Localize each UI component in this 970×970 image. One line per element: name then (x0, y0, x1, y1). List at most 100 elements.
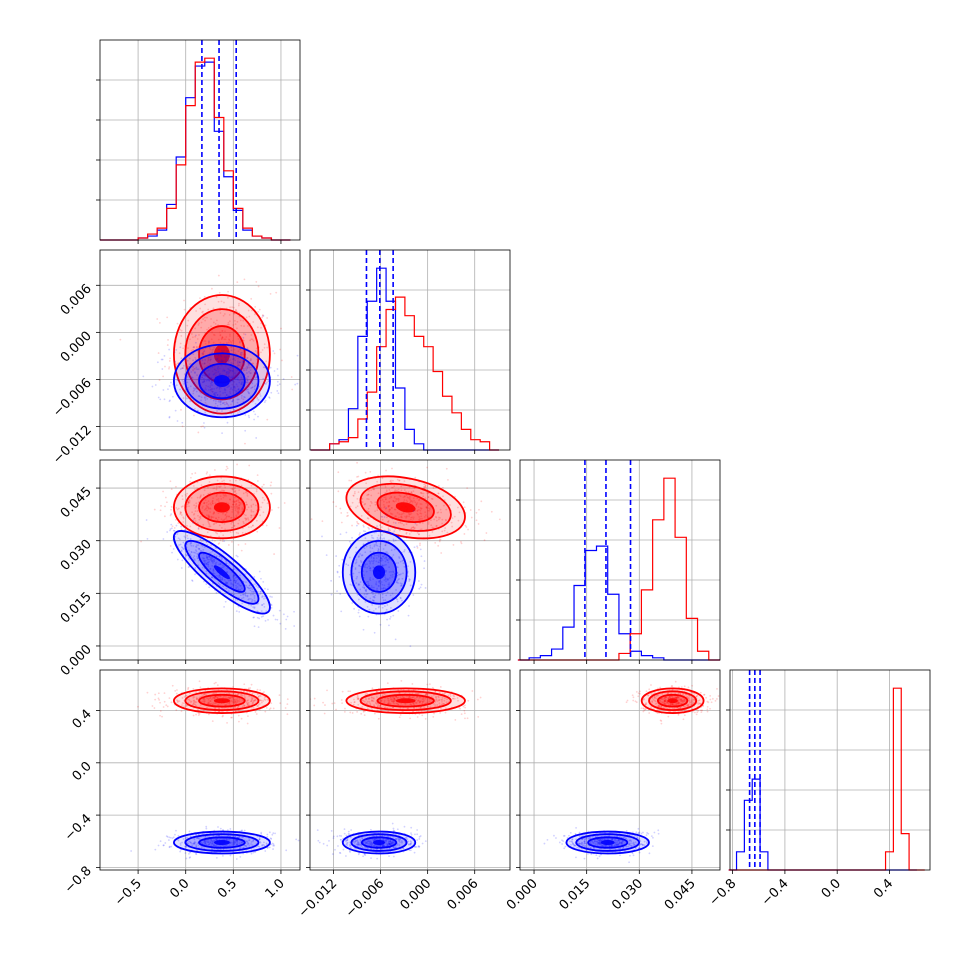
red-sample-point (222, 714, 224, 717)
red-sample-point (169, 545, 172, 547)
red-sample-point (192, 390, 195, 393)
blue-sample-point (252, 606, 255, 608)
red-sample-point (211, 502, 214, 505)
red-sample-point (237, 412, 239, 415)
blue-sample-point (370, 844, 373, 847)
red-sample-point (364, 502, 367, 505)
red-sample-point (390, 700, 393, 703)
red-sample-point (233, 699, 236, 702)
blue-sample-point (265, 610, 268, 613)
blue-sample-point (240, 376, 243, 379)
red-sample-point (159, 714, 161, 717)
red-sample-point (156, 318, 159, 320)
red-sample-point (229, 335, 231, 337)
red-sample-point (419, 542, 421, 545)
red-sample-point (242, 319, 245, 322)
red-sample-point (384, 544, 387, 547)
red-sample-point (206, 370, 208, 372)
blue-sample-point (364, 537, 367, 540)
blue-sample-point (412, 594, 415, 596)
blue-sample-point (385, 594, 388, 597)
red-sample-point (200, 539, 203, 542)
red-sample-point (206, 316, 208, 319)
red-sample-point (214, 681, 217, 684)
blue-sample-point (157, 844, 160, 847)
blue-sample-point (367, 582, 370, 585)
red-sample-point (233, 500, 236, 503)
red-sample-point (137, 705, 139, 708)
red-sample-point (192, 366, 195, 368)
red-sample-point (202, 698, 205, 700)
red-sample-point (413, 695, 415, 698)
blue-sample-point (251, 378, 254, 381)
red-sample-point (326, 689, 328, 692)
blue-sample-point (247, 414, 250, 417)
red-sample-point (399, 713, 402, 716)
hist-frame-3 (519, 459, 721, 661)
hist-panel-1 (96, 40, 300, 241)
red-sample-point (208, 516, 211, 518)
red-sample-point (209, 508, 212, 510)
red-sample-point (331, 702, 334, 705)
blue-sample-point (235, 390, 237, 393)
blue-sample-point (217, 826, 219, 828)
red-sample-point (243, 696, 246, 698)
blue-sample-point (233, 574, 236, 577)
blue-sample-point (208, 558, 210, 561)
blue-sample-point (206, 556, 209, 559)
blue-sample-point (212, 569, 215, 571)
red-sample-point (367, 493, 370, 496)
red-sample-point (467, 699, 470, 702)
blue-sample-point (214, 393, 216, 396)
blue-sample-point (168, 400, 171, 403)
red-sample-point (216, 498, 218, 501)
red-sample-point (202, 353, 205, 356)
red-sample-point (194, 507, 197, 509)
blue-sample-point (225, 356, 228, 358)
blue-sample-point (257, 415, 259, 418)
blue-sample-point (361, 837, 364, 840)
red-sample-point (151, 705, 154, 707)
red-sample-point (235, 701, 238, 704)
blue-sample-point (211, 539, 214, 542)
blue-sample-point (395, 838, 398, 841)
blue-sample-point (219, 563, 222, 566)
red-sample-point (234, 700, 237, 703)
blue-sample-point (381, 557, 384, 560)
red-sample-point (251, 703, 254, 706)
blue-sample-point (230, 579, 232, 582)
blue-sample-point (366, 840, 369, 843)
blue-sample-point (379, 582, 382, 585)
red-sample-point (355, 506, 357, 509)
blue-sample-point (176, 558, 179, 561)
blue-sample-point (384, 587, 387, 590)
red-sample-point (364, 471, 367, 474)
blue-sample-point (293, 625, 296, 627)
red-sample-point (466, 717, 469, 720)
blue-sample-point (400, 584, 403, 587)
red-sample-point (392, 700, 395, 703)
blue-sample-point (368, 584, 370, 587)
red-sample-point (195, 701, 198, 704)
blue-sample-point (215, 387, 218, 390)
red-sample-point (223, 695, 225, 698)
blue-sample-point (347, 832, 350, 835)
red-sample-point (266, 418, 269, 421)
red-sample-point (240, 324, 243, 327)
blue-sample-point (202, 372, 205, 375)
blue-sample-point (263, 605, 266, 608)
blue-sample-point (360, 561, 363, 564)
blue-sample-point (254, 851, 256, 854)
red-sample-point (249, 687, 252, 689)
scatter-panel-3-1 (100, 460, 300, 660)
red-sample-point (194, 327, 197, 330)
red-sample-point (249, 339, 252, 342)
red-sample-point (202, 310, 204, 313)
red-sample-point (196, 698, 198, 701)
red-sample-point (178, 700, 181, 702)
red-sample-point (403, 495, 406, 498)
blue-sample-point (379, 557, 382, 560)
red-sample-point (259, 702, 261, 705)
blue-sample-point (191, 842, 193, 845)
blue-sample-point (249, 589, 252, 592)
